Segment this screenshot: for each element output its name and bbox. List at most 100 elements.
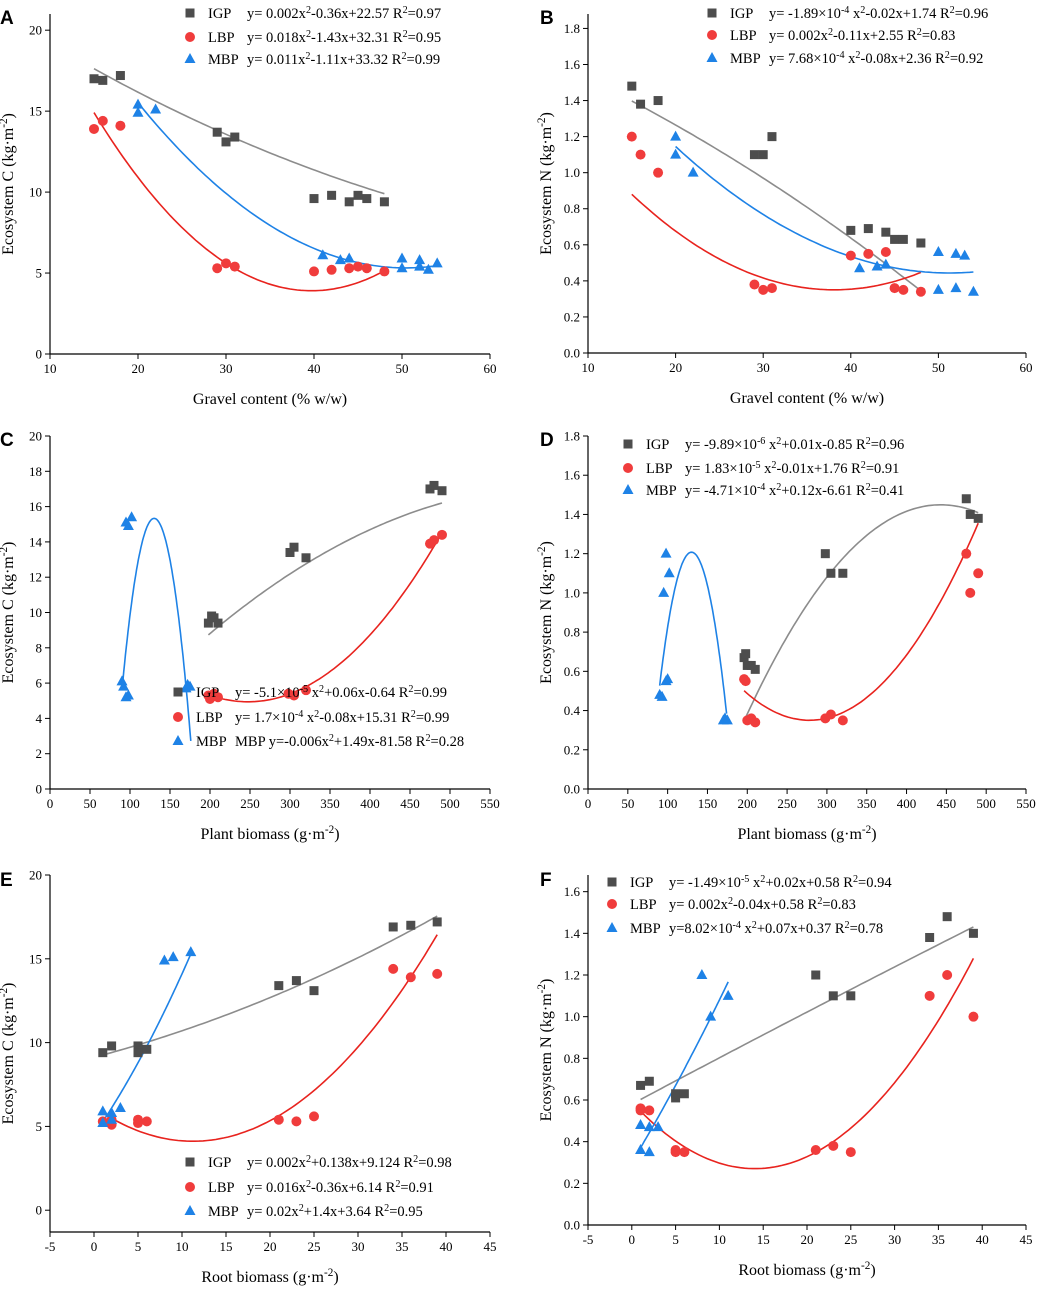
legend-marker-mbp [706, 52, 718, 62]
x-tick-label: 40 [976, 1232, 989, 1247]
y-tick-label: 0.8 [564, 1051, 580, 1066]
data-point-igp [309, 986, 319, 996]
legend-marker-igp [707, 8, 717, 18]
data-point-lbp [141, 1116, 152, 1127]
x-tick-label: 20 [801, 1232, 814, 1247]
legend: IGP y= -1.89×10-4 x2-0.02x+1.74 R2=0.96 LB… [706, 5, 988, 68]
y-tick-label: 10 [29, 185, 42, 200]
data-point-igp [961, 494, 971, 504]
y-tick-label: 0.2 [564, 1176, 580, 1191]
data-point-mbp [167, 951, 179, 962]
data-point-lbp [626, 131, 637, 142]
data-point-lbp [915, 286, 926, 297]
y-tick-label: 14 [29, 534, 43, 549]
data-point-igp [811, 970, 821, 980]
x-tick-label: 400 [897, 796, 917, 811]
x-axis-label: Root biomass (g·m-2) [201, 1267, 338, 1286]
data-point-lbp [863, 248, 874, 259]
data-point-lbp [326, 264, 337, 275]
chart-panel-e: -5 0 5 10 15 20 25 30 35 40 45 0 5 10 15 20 Root biomass… [0, 868, 497, 1287]
data-point-igp [213, 618, 223, 628]
data-point-igp [671, 1093, 681, 1103]
y-tick-label: 16 [29, 499, 43, 514]
legend-series-name: IGP [646, 437, 669, 453]
y-tick-label: 1.6 [564, 884, 581, 899]
data-point-mbp [967, 285, 979, 296]
data-point-igp [973, 513, 983, 523]
data-point-lbp [973, 568, 984, 579]
data-point-igp [898, 234, 908, 244]
data-point-igp [203, 618, 213, 628]
x-axis-label: Root biomass (g·m-2) [738, 1260, 875, 1279]
x-tick-label: 0 [91, 1239, 98, 1254]
fit-line-lbp [208, 532, 443, 703]
x-tick-label: 60 [484, 361, 497, 376]
x-tick-label: 50 [84, 796, 97, 811]
x-tick-label: 30 [757, 360, 770, 375]
x-tick-label: 40 [440, 1239, 453, 1254]
fit-line-mbp [137, 102, 438, 269]
x-tick-label: 20 [669, 360, 682, 375]
data-point-lbp [289, 690, 299, 701]
data-point-mbp [118, 680, 130, 691]
data-point-mbp [132, 106, 144, 117]
x-tick-label: 500 [976, 796, 996, 811]
data-point-mbp [722, 989, 734, 1000]
legend-marker-lbp [173, 712, 183, 722]
x-tick-label: 550 [1016, 796, 1036, 811]
chart-panel-c: 0 50 100 150 200 250 300 350 400 450 500 550 0 2 4 6 8 10… [0, 429, 500, 844]
data-point-igp [212, 127, 222, 137]
x-tick-label: 0 [629, 1232, 636, 1247]
x-tick-label: 0 [585, 796, 592, 811]
y-axis-label: Ecosystem C (kg·m-2) [0, 113, 17, 255]
data-point-igp [98, 1048, 108, 1058]
x-tick-label: 150 [698, 796, 718, 811]
y-tick-label: 0.6 [564, 664, 581, 679]
y-tick-label: 6 [36, 676, 43, 691]
x-axis-label: Plant biomass (g·m-2) [200, 824, 339, 843]
y-tick-label: 10 [29, 1035, 42, 1050]
y-tick-label: 0.0 [564, 782, 580, 797]
legend-marker-igp [185, 8, 195, 18]
fit-line-igp [640, 926, 974, 1101]
legend-series-name: LBP [208, 30, 235, 46]
data-point-igp [432, 917, 442, 927]
y-tick-label: 1.2 [564, 968, 580, 983]
x-tick-label: 20 [264, 1239, 277, 1254]
data-point-lbp [361, 263, 372, 274]
x-tick-label: 35 [396, 1239, 409, 1254]
data-point-mbp [959, 249, 971, 260]
data-point-lbp [810, 1145, 821, 1155]
legend-marker-igp [607, 877, 617, 887]
data-point-mbp [97, 1117, 109, 1128]
legend-equation: y= 0.002x2-0.11x+2.55 R2=0.83 [769, 27, 955, 45]
panel-letter: F [540, 870, 552, 891]
legend-marker-lbp [185, 32, 195, 42]
y-tick-label: 18 [29, 464, 42, 479]
x-tick-label: 5 [135, 1239, 142, 1254]
y-tick-label: 4 [36, 711, 43, 726]
data-point-mbp [670, 130, 682, 141]
data-point-lbp [405, 972, 416, 983]
x-tick-label: 100 [120, 796, 140, 811]
y-tick-label: 0.6 [564, 1093, 581, 1108]
data-point-lbp [679, 1147, 690, 1158]
legend-marker-igp [173, 687, 183, 697]
data-point-igp [429, 480, 439, 490]
fit-line-mbp [102, 953, 192, 1123]
y-tick-label: 8 [36, 640, 43, 655]
legend-equation: y= 7.68×10-4 x2-0.08x+2.36 R2=0.92 [769, 50, 983, 68]
legend-series-name: IGP [196, 685, 219, 701]
legend-equation: y= -9.89×10-6 x2+0.01x-0.85 R2=0.96 [685, 436, 904, 454]
data-point-igp [327, 190, 337, 200]
fit-line-mbp [658, 551, 728, 714]
chart-panel-b: 10 20 30 40 50 60 0.0 0.2 0.4 0.6 0.8 1.0 1.2 1.4 1.6 1… [536, 5, 1033, 408]
data-point-igp [289, 542, 299, 552]
x-tick-label: 350 [320, 796, 340, 811]
legend-series-name: LBP [730, 28, 757, 44]
data-point-igp [838, 568, 848, 578]
legend: IGP y= -5.1×10-5 x2+0.06x-0.64 R2=0.99 LBP… [172, 684, 464, 750]
legend-equation: y= -1.89×10-4 x2-0.02x+1.74 R2=0.96 [769, 5, 988, 23]
legend: IGP y= 0.002x2+0.138x+9.124 R2=0.98 LBP y= … [184, 1154, 452, 1220]
legend-equation: y= 0.018x2-1.43x+32.31 R2=0.95 [247, 29, 441, 47]
